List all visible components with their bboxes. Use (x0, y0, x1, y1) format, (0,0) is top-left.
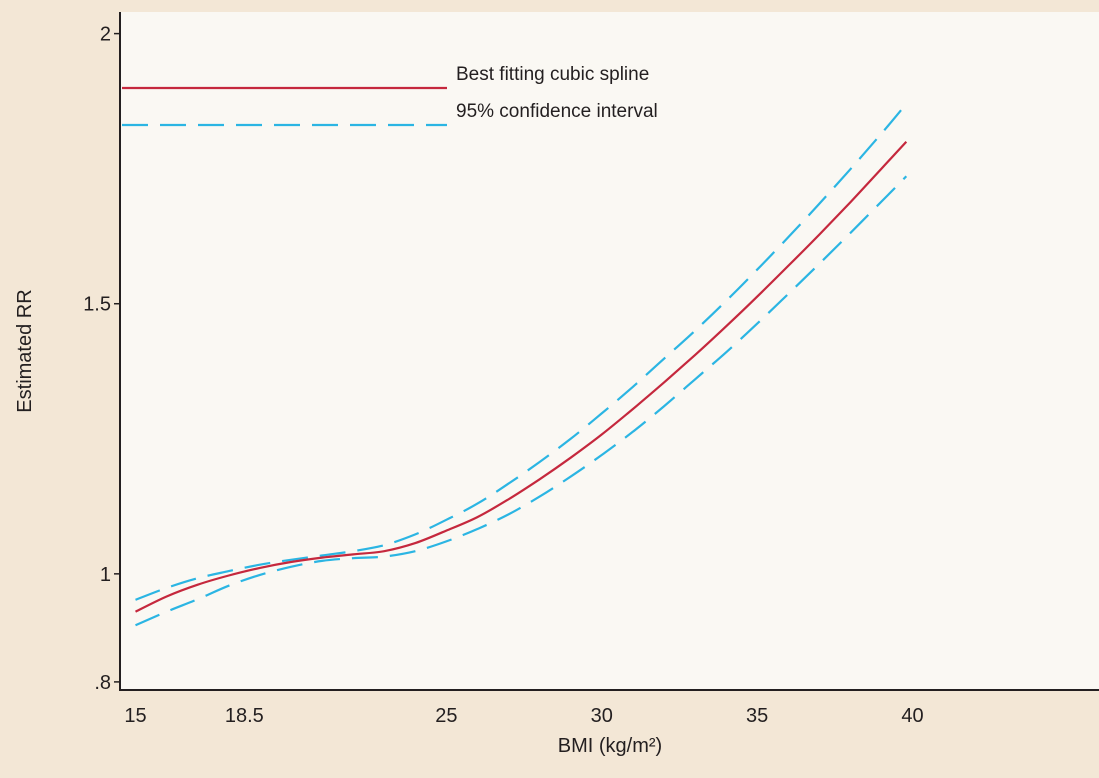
x-tick-label: 40 (901, 705, 923, 727)
ci-lower-line (135, 175, 908, 627)
y-axis-title: Estimated RR (14, 289, 36, 412)
series-layer (135, 103, 908, 627)
y-tick-label: 1.5 (83, 294, 111, 316)
y-tick-label: .8 (94, 672, 111, 694)
x-tick-label: 30 (591, 705, 613, 727)
y-tick-label: 2 (100, 24, 111, 46)
axes: .8 1 1.5 2 15 18.5 25 30 35 40 (83, 12, 1099, 727)
legend-label: 95% confidence interval (456, 101, 658, 122)
x-tick-label: 35 (746, 705, 768, 727)
x-tick-label: 25 (435, 705, 457, 727)
x-axis-title: BMI (kg/m²) (558, 735, 662, 757)
x-tick-label: 15 (124, 705, 146, 727)
y-tick-label: 1 (100, 564, 111, 586)
spline-line (135, 140, 908, 613)
legend: Best fitting cubic spline 95% confidence … (122, 64, 658, 127)
x-tick-label: 18.5 (225, 705, 264, 727)
legend-label: Best fitting cubic spline (456, 64, 649, 85)
ci-upper-line (135, 103, 908, 601)
